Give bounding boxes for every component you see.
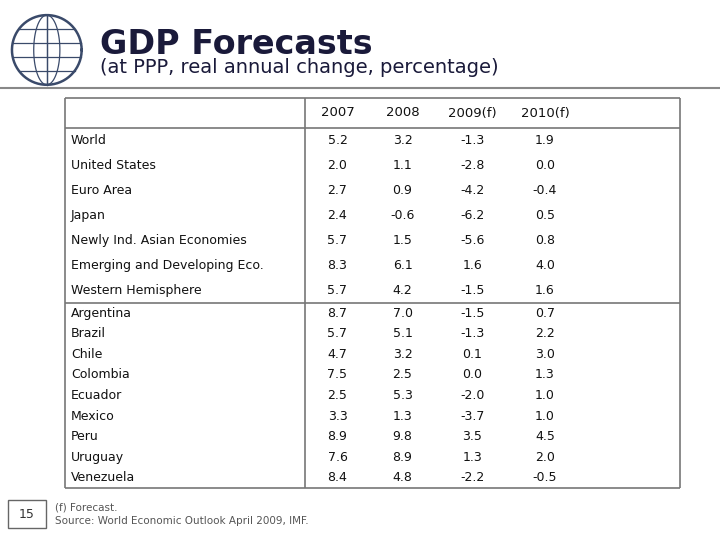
Text: -4.2: -4.2	[460, 184, 485, 197]
Text: Japan: Japan	[71, 209, 106, 222]
Text: 4.7: 4.7	[328, 348, 348, 361]
Text: -0.6: -0.6	[390, 209, 415, 222]
Text: 2.2: 2.2	[535, 327, 555, 340]
Text: 5.1: 5.1	[392, 327, 413, 340]
Text: 1.3: 1.3	[463, 451, 482, 464]
Text: GDP Forecasts: GDP Forecasts	[100, 28, 373, 61]
Text: -1.3: -1.3	[460, 327, 485, 340]
Text: 1.6: 1.6	[463, 259, 482, 272]
Text: 9.8: 9.8	[392, 430, 413, 443]
Text: 8.4: 8.4	[328, 471, 348, 484]
Text: -3.7: -3.7	[460, 409, 485, 423]
Text: 4.5: 4.5	[535, 430, 555, 443]
Text: 3.0: 3.0	[535, 348, 555, 361]
Text: 0.1: 0.1	[462, 348, 482, 361]
Text: 7.6: 7.6	[328, 451, 348, 464]
Text: 5.7: 5.7	[328, 327, 348, 340]
Text: -2.8: -2.8	[460, 159, 485, 172]
Text: Argentina: Argentina	[71, 307, 132, 320]
Text: 8.9: 8.9	[392, 451, 413, 464]
Text: Emerging and Developing Eco.: Emerging and Developing Eco.	[71, 259, 264, 272]
Text: United States: United States	[71, 159, 156, 172]
Text: 2008: 2008	[386, 106, 419, 119]
Text: 2009(f): 2009(f)	[448, 106, 497, 119]
Text: Chile: Chile	[71, 348, 102, 361]
Text: World: World	[71, 134, 107, 147]
Text: 0.5: 0.5	[535, 209, 555, 222]
Text: 1.6: 1.6	[535, 284, 555, 297]
Text: 7.0: 7.0	[392, 307, 413, 320]
Text: Uruguay: Uruguay	[71, 451, 124, 464]
Text: 1.5: 1.5	[392, 234, 413, 247]
Text: 2.5: 2.5	[328, 389, 348, 402]
Text: 0.9: 0.9	[392, 184, 413, 197]
Text: 4.0: 4.0	[535, 259, 555, 272]
Text: Source: World Economic Outlook April 2009, IMF.: Source: World Economic Outlook April 200…	[55, 516, 309, 526]
Text: 2007: 2007	[320, 106, 354, 119]
Text: Western Hemisphere: Western Hemisphere	[71, 284, 202, 297]
Text: 3.2: 3.2	[392, 134, 413, 147]
Text: 0.0: 0.0	[462, 368, 482, 381]
Text: 3.5: 3.5	[462, 430, 482, 443]
Text: 8.3: 8.3	[328, 259, 348, 272]
Text: Ecuador: Ecuador	[71, 389, 122, 402]
Text: 4.2: 4.2	[392, 284, 413, 297]
Text: 2.5: 2.5	[392, 368, 413, 381]
Text: -1.5: -1.5	[460, 284, 485, 297]
Text: -0.5: -0.5	[533, 471, 557, 484]
Text: (at PPP, real annual change, percentage): (at PPP, real annual change, percentage)	[100, 58, 499, 77]
Text: 1.3: 1.3	[535, 368, 555, 381]
Text: 7.5: 7.5	[328, 368, 348, 381]
Text: Peru: Peru	[71, 430, 99, 443]
Text: 2.0: 2.0	[535, 451, 555, 464]
Text: -1.5: -1.5	[460, 307, 485, 320]
Text: -5.6: -5.6	[460, 234, 485, 247]
Text: 2.0: 2.0	[328, 159, 348, 172]
Text: 1.0: 1.0	[535, 389, 555, 402]
Text: -2.0: -2.0	[460, 389, 485, 402]
Text: 0.0: 0.0	[535, 159, 555, 172]
Text: 5.3: 5.3	[392, 389, 413, 402]
Text: Newly Ind. Asian Economies: Newly Ind. Asian Economies	[71, 234, 247, 247]
Text: 1.0: 1.0	[535, 409, 555, 423]
Text: 15: 15	[19, 508, 35, 521]
Text: 8.7: 8.7	[328, 307, 348, 320]
Text: 6.1: 6.1	[392, 259, 413, 272]
Text: Mexico: Mexico	[71, 409, 114, 423]
Text: 4.8: 4.8	[392, 471, 413, 484]
Text: Brazil: Brazil	[71, 327, 106, 340]
Text: -1.3: -1.3	[460, 134, 485, 147]
Text: 2.4: 2.4	[328, 209, 347, 222]
Text: 5.2: 5.2	[328, 134, 348, 147]
Text: -6.2: -6.2	[460, 209, 485, 222]
Text: 0.7: 0.7	[535, 307, 555, 320]
Text: 3.2: 3.2	[392, 348, 413, 361]
Text: 1.1: 1.1	[392, 159, 413, 172]
Text: 2.7: 2.7	[328, 184, 348, 197]
Text: (f) Forecast.: (f) Forecast.	[55, 503, 117, 513]
Text: 5.7: 5.7	[328, 234, 348, 247]
Text: 2010(f): 2010(f)	[521, 106, 570, 119]
Text: Venezuela: Venezuela	[71, 471, 135, 484]
Text: -2.2: -2.2	[460, 471, 485, 484]
Text: 0.8: 0.8	[535, 234, 555, 247]
Text: 1.3: 1.3	[392, 409, 413, 423]
Text: 3.3: 3.3	[328, 409, 347, 423]
Text: 5.7: 5.7	[328, 284, 348, 297]
Text: Colombia: Colombia	[71, 368, 130, 381]
Text: 1.9: 1.9	[535, 134, 555, 147]
Text: Euro Area: Euro Area	[71, 184, 132, 197]
Text: 8.9: 8.9	[328, 430, 348, 443]
Text: -0.4: -0.4	[533, 184, 557, 197]
